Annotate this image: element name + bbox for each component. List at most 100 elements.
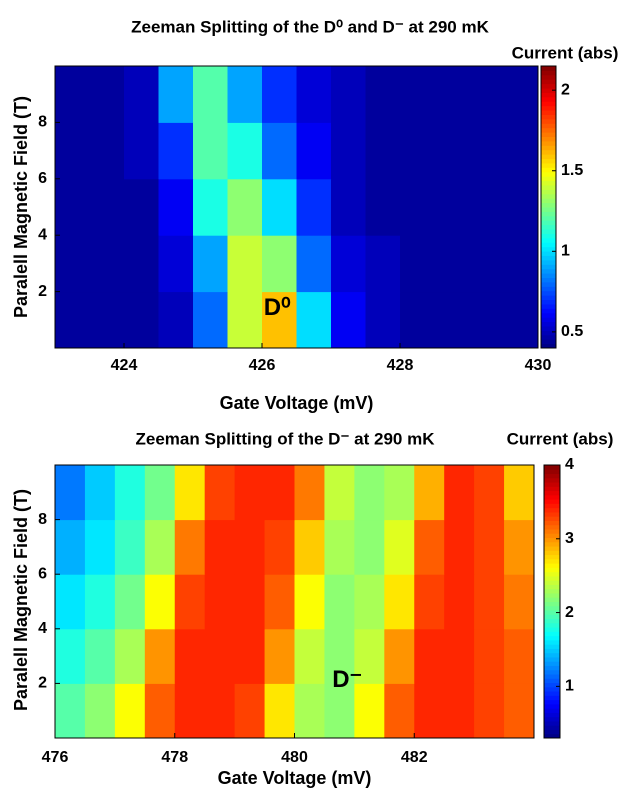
colorbar-segment xyxy=(541,184,556,190)
colorbar-segment xyxy=(541,162,556,168)
heatmap-cell xyxy=(114,465,146,521)
colorbar-segment xyxy=(544,669,560,675)
heatmap-cell xyxy=(474,519,505,575)
heatmap-cell xyxy=(400,235,435,293)
colorbar-segment xyxy=(544,550,560,556)
colorbar-segment xyxy=(544,614,560,620)
heatmap-cell xyxy=(174,519,206,575)
colorbar-segment xyxy=(541,127,556,133)
heatmap-cell xyxy=(234,683,266,739)
heatmap-cell xyxy=(414,519,445,575)
colorbar-segment xyxy=(544,584,560,590)
heatmap-cell xyxy=(296,66,332,123)
heatmap-cell xyxy=(503,178,539,236)
colorbar-segment xyxy=(541,110,556,115)
heatmap-cell xyxy=(434,66,470,123)
heatmap-cell xyxy=(174,628,206,684)
colorbar-segment xyxy=(544,575,560,581)
colorbar-segment xyxy=(544,618,560,624)
colorbar-segment xyxy=(541,96,556,102)
colorbar-segment xyxy=(541,281,556,287)
heatmap-cell xyxy=(324,683,355,739)
colorbar-segment xyxy=(544,686,560,692)
heatmap-cell xyxy=(400,122,435,180)
heatmap-cell xyxy=(294,628,325,684)
colorbar-segment xyxy=(544,644,560,649)
heatmap-cell xyxy=(158,235,194,293)
colorbar-segment xyxy=(544,678,560,684)
heatmap-cell xyxy=(158,122,194,180)
heatmap-cell xyxy=(294,465,325,521)
colorbar-segment xyxy=(544,725,560,730)
colorbar-segment xyxy=(541,286,556,292)
colorbar-segment xyxy=(541,140,556,146)
heatmap-cell xyxy=(264,574,295,630)
heatmap-cell xyxy=(193,235,228,293)
colorbar-segment xyxy=(541,237,556,243)
y-tick-label: 8 xyxy=(38,114,47,131)
colorbar-segment xyxy=(544,482,560,487)
colorbar-segment xyxy=(541,176,556,182)
colorbar-segment xyxy=(544,627,560,632)
heatmap-cell xyxy=(444,519,475,575)
heatmap-cell xyxy=(354,574,385,630)
colorbar-segment xyxy=(541,251,556,256)
x-tick-label: 430 xyxy=(525,357,552,374)
heatmap-cell xyxy=(296,122,332,180)
colorbar-segment xyxy=(541,70,556,76)
colorbar-segment xyxy=(544,537,560,543)
colorbar-segment xyxy=(541,132,556,137)
heatmap-cell xyxy=(503,235,539,293)
heatmap-cell xyxy=(204,574,236,630)
heatmap-cell xyxy=(234,465,266,521)
colorbar-segment xyxy=(541,308,556,314)
colorbar-segment xyxy=(541,290,556,296)
colorbar-segment xyxy=(541,66,556,71)
heatmap-cell xyxy=(324,519,355,575)
heatmap-cell xyxy=(227,178,263,236)
colorbar-segment xyxy=(544,567,560,573)
colorbar-segment xyxy=(544,648,560,654)
heatmap-cell xyxy=(354,519,385,575)
colorbar-segment xyxy=(544,524,560,530)
x-tick-label: 426 xyxy=(249,357,276,374)
colorbar-segment xyxy=(541,325,556,331)
colorbar-segment xyxy=(541,211,556,217)
heatmap-cell xyxy=(296,291,332,349)
heatmap-cell xyxy=(89,235,125,293)
heatmap-cell xyxy=(384,628,415,684)
colorbar-segment xyxy=(544,716,560,722)
heatmap-cell xyxy=(89,178,125,236)
heatmap-cell xyxy=(84,683,116,739)
heatmap-cell xyxy=(234,519,266,575)
y-tick-label: 4 xyxy=(38,620,47,637)
colorbar-segment xyxy=(541,202,556,208)
colorbar-segment xyxy=(544,661,560,666)
colorbar-segment xyxy=(544,477,560,483)
colorbar-segment xyxy=(541,312,556,318)
heatmap-cell xyxy=(504,574,535,630)
y-tick-label: 2 xyxy=(38,675,47,692)
colorbar-segment xyxy=(544,622,560,628)
colorbar-segment xyxy=(544,592,560,598)
heatmap-cell xyxy=(504,465,535,521)
y-tick-label: 6 xyxy=(38,170,47,187)
heatmap-cell xyxy=(262,235,297,293)
heatmap-cell xyxy=(296,235,332,293)
heatmap-cell xyxy=(469,178,504,236)
colorbar-segment xyxy=(544,733,560,739)
colorbar-segment xyxy=(541,207,556,212)
heatmap-cell xyxy=(114,683,146,739)
heatmap-cell xyxy=(384,519,415,575)
colorbar-segment xyxy=(544,695,560,701)
heatmap-cell xyxy=(434,122,470,180)
heatmap-cell xyxy=(434,178,470,236)
heatmap-cell xyxy=(84,465,116,521)
plot-frame xyxy=(54,65,539,349)
colorbar-segment xyxy=(544,486,560,492)
heatmap-cell xyxy=(444,574,475,630)
colorbar-segment xyxy=(541,303,556,309)
colorbar-segment xyxy=(541,92,556,98)
colorbar-segment xyxy=(541,136,556,142)
